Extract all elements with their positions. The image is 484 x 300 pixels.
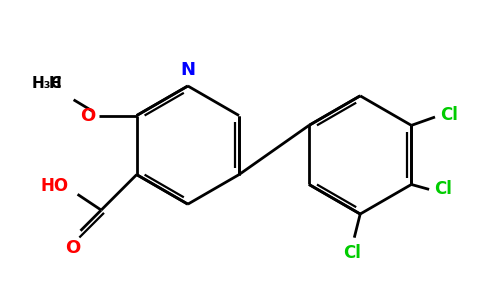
Text: Cl: Cl — [440, 106, 458, 124]
Text: N: N — [181, 61, 196, 79]
Text: H: H — [49, 76, 62, 91]
Text: O: O — [80, 106, 95, 124]
Text: H₃C: H₃C — [31, 76, 62, 91]
Text: O: O — [65, 238, 80, 256]
Text: Cl: Cl — [434, 180, 452, 198]
Text: HO: HO — [41, 177, 69, 195]
Text: Cl: Cl — [343, 244, 361, 262]
